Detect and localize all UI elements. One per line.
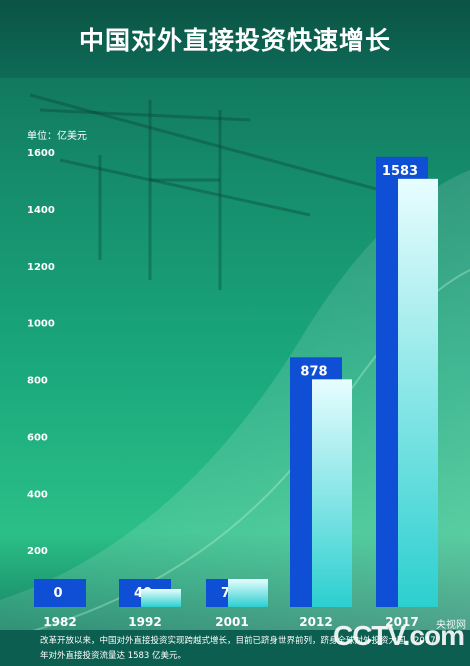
cctv-logo: CCTV.com xyxy=(332,620,465,651)
bar-light xyxy=(398,178,438,607)
bar-value-label: 878 xyxy=(300,364,327,379)
footer-text: 改革开放以来，中国对外直接投资实现跨越式增长，目前已跻身世界前列，跻身全球对外投… xyxy=(40,636,436,661)
bars: 040718781583 xyxy=(34,156,438,607)
y-tick-label: 600 xyxy=(27,432,48,443)
page-title: 中国对外直接投资快速增长 xyxy=(78,26,391,55)
bar-dark xyxy=(34,579,86,607)
bar-light xyxy=(228,579,268,607)
x-tick-label: 2001 xyxy=(215,615,248,629)
bar-light xyxy=(141,589,181,607)
x-tick-label: 2017 xyxy=(385,615,418,629)
y-tick-label: 1200 xyxy=(27,262,55,273)
x-tick-label: 1982 xyxy=(43,615,76,629)
unit-label: 单位：亿美元 xyxy=(27,131,87,142)
y-tick-label: 200 xyxy=(27,546,48,557)
footer-bar xyxy=(0,630,470,666)
y-tick-label: 1600 xyxy=(27,148,55,159)
y-tick-label: 1000 xyxy=(27,319,55,330)
header-banner: 中国对外直接投资快速增长 xyxy=(0,0,470,78)
y-tick-label: 400 xyxy=(27,489,48,500)
bar-value-label: 0 xyxy=(53,586,62,601)
bar-light xyxy=(312,379,352,607)
crane-silhouette xyxy=(29,93,381,290)
y-tick-label: 1400 xyxy=(27,205,55,216)
y-axis: 200 400 600 800 1000 1200 1400 1600 xyxy=(27,148,55,557)
x-tick-label: 2012 xyxy=(299,615,332,629)
y-tick-label: 800 xyxy=(27,376,48,387)
x-tick-label: 1992 xyxy=(128,615,161,629)
bar-value-label: 1583 xyxy=(382,164,418,179)
x-axis: 1982 1992 2001 2012 2017 xyxy=(43,615,418,629)
logo-subtitle: 央视网 xyxy=(436,620,466,631)
